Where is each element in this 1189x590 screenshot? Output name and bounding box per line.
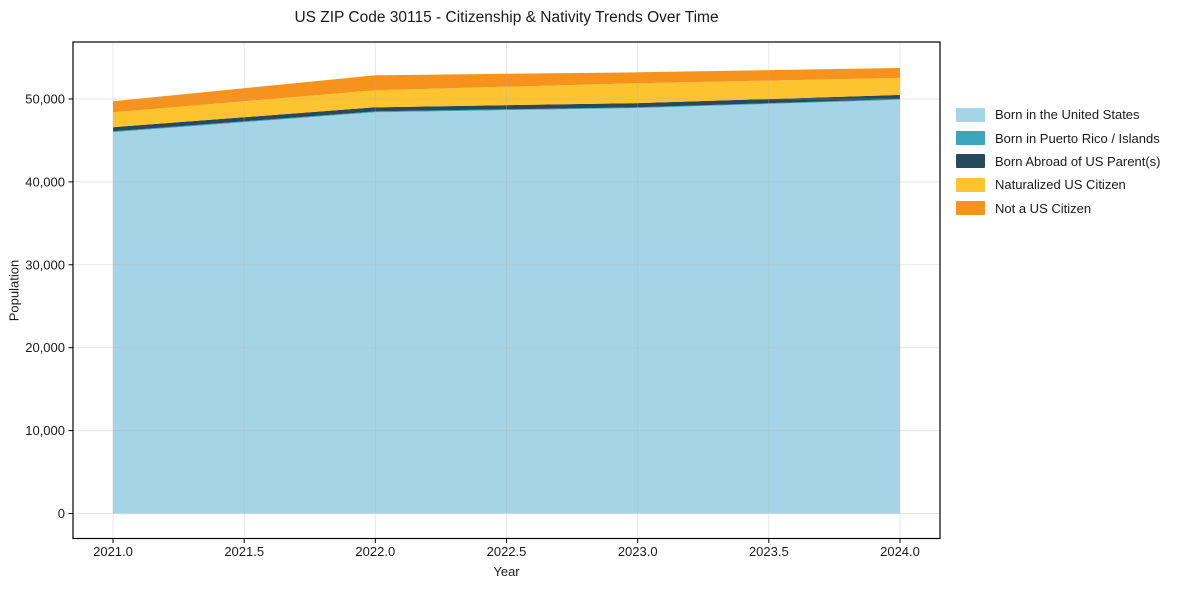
legend-label: Born in the United States — [995, 107, 1140, 123]
x-tick-label: 2024.0 — [880, 544, 920, 559]
legend-item: Born in Puerto Rico / Islands — [956, 126, 1160, 149]
legend-item: Born in the United States — [956, 103, 1160, 126]
x-tick-label: 2022.5 — [487, 544, 527, 559]
x-tick-label: 2021.0 — [93, 544, 133, 559]
x-tick-label: 2023.0 — [618, 544, 658, 559]
legend-swatch — [956, 107, 985, 122]
y-tick-label: 0 — [58, 506, 65, 521]
legend: Born in the United States Born in Puerto… — [956, 103, 1160, 220]
legend-item: Naturalized US Citizen — [956, 173, 1160, 196]
area-series-0 — [113, 99, 900, 514]
y-tick-label: 10,000 — [25, 423, 65, 438]
legend-label: Born in Puerto Rico / Islands — [995, 130, 1160, 146]
legend-item: Born Abroad of US Parent(s) — [956, 150, 1160, 173]
legend-label: Born Abroad of US Parent(s) — [995, 153, 1161, 169]
legend-swatch — [956, 177, 985, 192]
y-tick-label: 50,000 — [25, 92, 65, 107]
legend-swatch — [956, 131, 985, 146]
area-series-4 — [113, 67, 900, 113]
x-tick-label: 2023.5 — [749, 544, 789, 559]
x-tick-label: 2022.0 — [355, 544, 395, 559]
legend-item: Not a US Citizen — [956, 197, 1160, 220]
chart-title: US ZIP Code 30115 - Citizenship & Nativi… — [294, 9, 719, 26]
x-axis-label: Year — [493, 564, 520, 579]
x-tick-label: 2021.5 — [224, 544, 264, 559]
y-tick-label: 20,000 — [25, 340, 65, 355]
y-tick-label: 30,000 — [25, 257, 65, 272]
legend-label: Not a US Citizen — [995, 200, 1092, 216]
legend-swatch — [956, 201, 985, 216]
legend-label: Naturalized US Citizen — [995, 177, 1126, 193]
legend-swatch — [956, 154, 985, 169]
area-series-2 — [113, 94, 900, 132]
y-tick-label: 40,000 — [25, 174, 65, 189]
area-series-3 — [113, 77, 900, 128]
